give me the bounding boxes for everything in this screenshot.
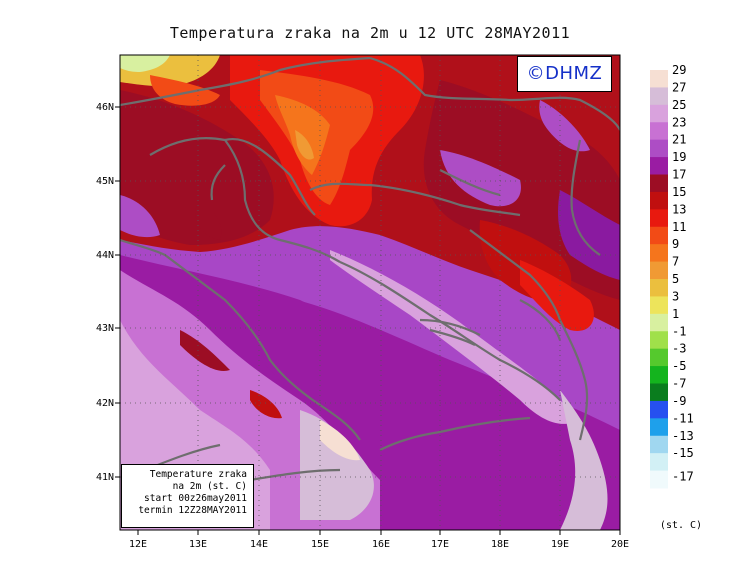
- colorbar-label: -5: [672, 359, 686, 373]
- colorbar-label: 5: [672, 272, 679, 286]
- colorbar-label: -3: [672, 342, 686, 356]
- colorbar-swatch: [650, 296, 668, 315]
- colorbar-swatch: [650, 174, 668, 193]
- colorbar-label: 9: [672, 237, 679, 251]
- colorbar-swatch: [650, 366, 668, 384]
- lon-label-18e: 18E: [491, 539, 509, 550]
- colorbar-swatch: [650, 87, 668, 106]
- lon-label-13e: 13E: [189, 539, 207, 550]
- copyright-badge: ©DHMZ: [517, 56, 612, 92]
- colorbar-label: 25: [672, 98, 686, 112]
- colorbar-swatch: [650, 191, 668, 210]
- axis-ticks: [115, 106, 621, 535]
- colorbar-label: -9: [672, 394, 686, 408]
- lon-label-17e: 17E: [431, 539, 449, 550]
- colorbar-label: -13: [672, 429, 694, 443]
- colorbar-swatch: [650, 244, 668, 263]
- info-line-unit: na 2m (st. C): [172, 481, 247, 492]
- colorbar-label: 29: [672, 63, 686, 77]
- info-line-termin: termin 12Z28MAY2011: [138, 505, 247, 516]
- colorbar-swatch: [650, 400, 668, 419]
- lon-label-12e: 12E: [129, 539, 147, 550]
- lat-label-41n: 41N: [96, 472, 114, 483]
- colorbar-unit: (st. C): [660, 520, 702, 531]
- colorbar-swatch: [650, 348, 668, 367]
- lon-label-16e: 16E: [372, 539, 390, 550]
- lat-label-45n: 45N: [96, 176, 114, 187]
- colorbar-swatch: [650, 470, 668, 489]
- colorbar-swatch: [650, 139, 668, 158]
- colorbar-label: -15: [672, 446, 694, 460]
- colorbar-label: 17: [672, 168, 686, 182]
- colorbar-swatch: [650, 383, 668, 402]
- colorbar-label: 13: [672, 202, 686, 216]
- colorbar-swatch: [650, 209, 668, 228]
- lat-label-43n: 43N: [96, 323, 114, 334]
- info-line-variable: Temperature zraka: [149, 469, 247, 480]
- colorbar-label: -7: [672, 377, 686, 391]
- plot-frame: [119, 54, 621, 531]
- colorbar-swatch: [650, 157, 668, 175]
- colorbar-swatch: [650, 261, 668, 280]
- colorbar-label: -11: [672, 411, 694, 425]
- colorbar-label: -17: [672, 470, 694, 484]
- colorbar-swatch: [650, 70, 668, 88]
- colorbar-label: 15: [672, 185, 686, 199]
- colorbar-swatch: [650, 331, 668, 350]
- lat-label-42n: 42N: [96, 398, 114, 409]
- colorbar-swatch: [650, 435, 668, 454]
- colorbar-label: 7: [672, 255, 679, 269]
- colorbar: 29 27 25 23 21 19 17 15 13 11 9 7 5 3 1 -1 -3 -5 -7 -9 -11 -1…: [650, 63, 694, 489]
- lat-label-46n: 46N: [96, 102, 114, 113]
- colorbar-swatch: [650, 418, 668, 437]
- map-title: Temperatura zraka na 2m u 12 UTC 28MAY20…: [169, 24, 571, 42]
- colorbar-label: 1: [672, 307, 679, 321]
- lat-label-44n: 44N: [96, 250, 114, 261]
- colorbar-label: 11: [672, 220, 686, 234]
- colorbar-label: 23: [672, 115, 686, 129]
- lon-label-20e: 20E: [611, 539, 629, 550]
- info-line-start: start 00z26may2011: [144, 493, 247, 504]
- lon-label-15e: 15E: [311, 539, 329, 550]
- colorbar-label: 19: [672, 150, 686, 164]
- colorbar-swatch: [650, 104, 668, 123]
- lon-label-14e: 14E: [250, 539, 268, 550]
- colorbar-label: 3: [672, 289, 679, 303]
- colorbar-label: -1: [672, 324, 686, 338]
- colorbar-swatch: [650, 226, 668, 245]
- coastline-borders: [120, 56, 620, 482]
- lat-lon-grid: [120, 55, 620, 530]
- info-box: Temperature zraka na 2m (st. C) start 00…: [121, 464, 254, 528]
- colorbar-swatch: [650, 279, 668, 297]
- colorbar-swatch: [650, 453, 668, 472]
- colorbar-label: 21: [672, 133, 686, 147]
- colorbar-swatch: [650, 313, 668, 332]
- colorbar-swatch: [650, 122, 668, 141]
- colorbar-label: 27: [672, 80, 686, 94]
- lon-label-19e: 19E: [551, 539, 569, 550]
